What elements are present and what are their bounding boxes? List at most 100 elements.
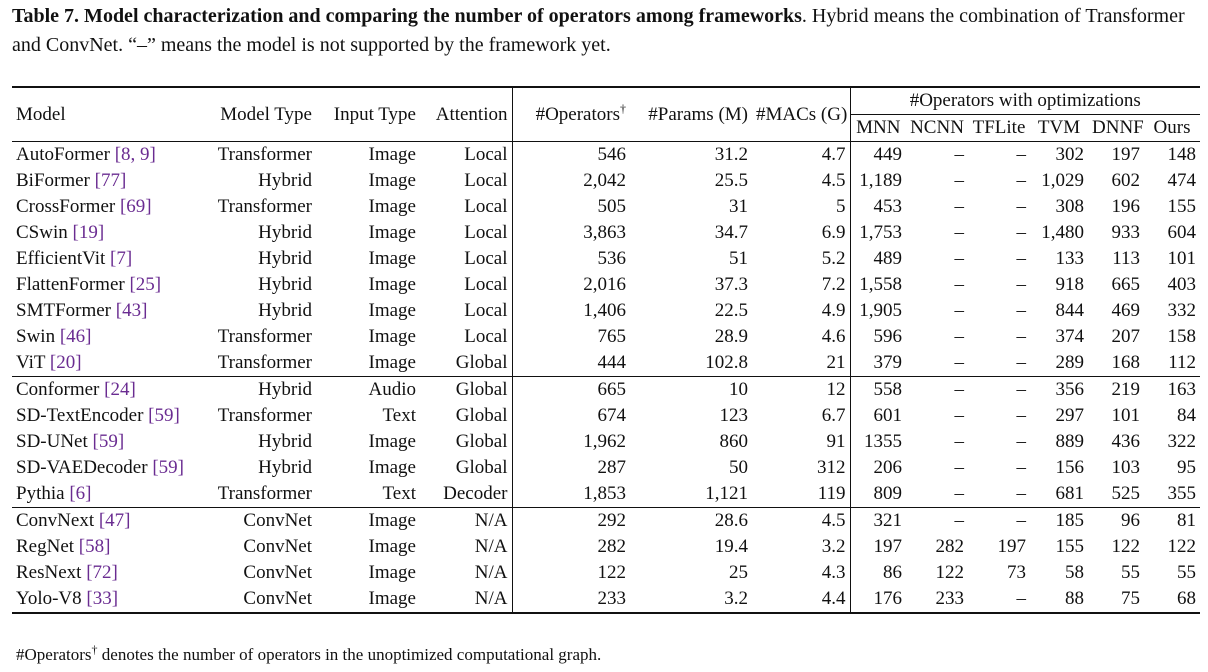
citation-link[interactable]: [6] <box>69 483 92 504</box>
citation-link[interactable]: [8, 9] <box>114 144 156 165</box>
cell-operators: 665 <box>597 379 627 400</box>
citation-link[interactable]: [20] <box>49 352 82 373</box>
cell-model: ViT [20] <box>12 350 202 377</box>
cell-tflite: – <box>1016 170 1027 191</box>
cell-ours: 148 <box>1167 144 1197 165</box>
header-ncnn: NCNN <box>910 117 964 138</box>
cell-model: ResNext [72] <box>12 560 202 586</box>
table-row: ViT [20] Transformer Image Global 444 102.8 21… <box>12 350 1200 377</box>
cell-ours: 332 <box>1167 300 1197 321</box>
cell-ncnn: – <box>954 431 965 452</box>
cell-ours: 474 <box>1167 170 1197 191</box>
cell-mnn: 449 <box>873 144 903 165</box>
cell-ours: 101 <box>1167 248 1197 269</box>
table-row: EfficientVit [7] Hybrid Image Local 536 51 5.2… <box>12 246 1200 272</box>
cell-model: SD-UNet [59] <box>12 429 202 455</box>
cell-ncnn: – <box>954 379 965 400</box>
cell-ncnn: – <box>954 510 965 531</box>
citation-link[interactable]: [59] <box>148 405 180 426</box>
model-name: RegNet <box>16 536 75 557</box>
cell-ours: 322 <box>1167 431 1197 452</box>
cell-ours: 158 <box>1167 326 1197 347</box>
cell-input-type: Image <box>368 326 416 347</box>
footnote-text: denotes the number of operators in the u… <box>97 645 602 664</box>
cell-tflite: – <box>1016 431 1027 452</box>
cell-ours: 122 <box>1167 536 1197 557</box>
cell-model-type: Hybrid <box>258 248 312 269</box>
cell-ncnn: 122 <box>935 562 965 583</box>
citation-link[interactable]: [59] <box>152 457 184 478</box>
cell-params: 50 <box>729 457 748 478</box>
cell-ours: 55 <box>1177 562 1197 583</box>
cell-model: EfficientVit [7] <box>12 246 202 272</box>
cell-model-type: Transformer <box>217 352 312 373</box>
cell-tvm: 155 <box>1055 536 1085 557</box>
cell-operators: 2,016 <box>583 274 626 295</box>
model-name: SD-UNet <box>16 431 88 452</box>
cell-tflite: – <box>1016 274 1027 295</box>
table-row: BiFormer [77] Hybrid Image Local 2,042 25.5 4.… <box>12 168 1200 194</box>
cell-model-type: Transformer <box>217 326 312 347</box>
citation-link[interactable]: [7] <box>110 248 133 269</box>
model-name: Swin <box>16 326 56 347</box>
citation-link[interactable]: [72] <box>86 562 118 583</box>
cell-macs: 5.2 <box>752 246 851 272</box>
citation-link[interactable]: [46] <box>59 326 92 347</box>
cell-model-type: Hybrid <box>258 379 312 400</box>
cell-tflite: – <box>1016 196 1027 217</box>
cell-ncnn: 233 <box>935 588 965 609</box>
cell-ours: 403 <box>1167 274 1197 295</box>
cell-tflite: – <box>1016 510 1027 531</box>
cell-tvm: 889 <box>1055 431 1085 452</box>
header-dnnf: DNNF <box>1092 117 1144 138</box>
cell-dnnf: 196 <box>1111 196 1141 217</box>
citation-link[interactable]: [77] <box>94 170 127 191</box>
citation-link[interactable]: [59] <box>92 431 125 452</box>
footnote-lead: #Operators <box>16 645 92 664</box>
header-mnn: MNN <box>856 117 901 138</box>
cell-mnn: 596 <box>873 326 903 347</box>
cell-ours: 155 <box>1167 196 1197 217</box>
cell-model: BiFormer [77] <box>12 168 202 194</box>
cell-attention: Global <box>420 403 513 429</box>
citation-link[interactable]: [19] <box>72 222 105 243</box>
cell-tvm: 156 <box>1055 457 1085 478</box>
citation-link[interactable]: [25] <box>129 274 162 295</box>
cell-macs: 4.4 <box>752 586 851 613</box>
cell-model: CSwin [19] <box>12 220 202 246</box>
cell-tflite: – <box>1016 144 1027 165</box>
cell-model: ConvNext [47] <box>12 508 202 535</box>
cell-model-type: ConvNet <box>243 536 312 557</box>
cell-ncnn: – <box>954 300 965 321</box>
citation-link[interactable]: [33] <box>86 588 119 609</box>
cell-attention: N/A <box>420 534 513 560</box>
cell-dnnf: 168 <box>1111 352 1141 373</box>
cell-tflite: – <box>1016 248 1027 269</box>
caption-title: Table 7. Model characterization and comp… <box>12 5 802 27</box>
cell-operators: 546 <box>597 144 627 165</box>
cell-model-type: ConvNet <box>243 562 312 583</box>
cell-operators: 1,406 <box>583 300 626 321</box>
cell-ours: 604 <box>1167 222 1197 243</box>
citation-link[interactable]: [47] <box>98 510 131 531</box>
cell-input-type: Image <box>368 536 416 557</box>
cell-params: 22.5 <box>714 300 748 321</box>
table-row: RegNet [58] ConvNet Image N/A 282 19.4 3.2 197 2… <box>12 534 1200 560</box>
citation-link[interactable]: [58] <box>78 536 111 557</box>
citation-link[interactable]: [69] <box>119 196 152 217</box>
model-name: Pythia <box>16 483 65 504</box>
header-tflite: TFLite <box>972 117 1026 138</box>
cell-tflite: – <box>1016 326 1027 347</box>
model-name: Yolo-V8 <box>16 588 82 609</box>
cell-tvm: 289 <box>1055 352 1085 373</box>
cell-macs: 6.9 <box>752 220 851 246</box>
cell-tvm: 356 <box>1055 379 1085 400</box>
cell-macs: 4.7 <box>752 141 851 168</box>
citation-link[interactable]: [43] <box>115 300 148 321</box>
header-model: Model <box>16 103 66 125</box>
citation-link[interactable]: [24] <box>104 379 136 400</box>
cell-mnn: 379 <box>873 352 903 373</box>
cell-dnnf: 525 <box>1111 483 1141 504</box>
cell-dnnf: 75 <box>1121 588 1140 609</box>
cell-params: 123 <box>719 405 749 426</box>
